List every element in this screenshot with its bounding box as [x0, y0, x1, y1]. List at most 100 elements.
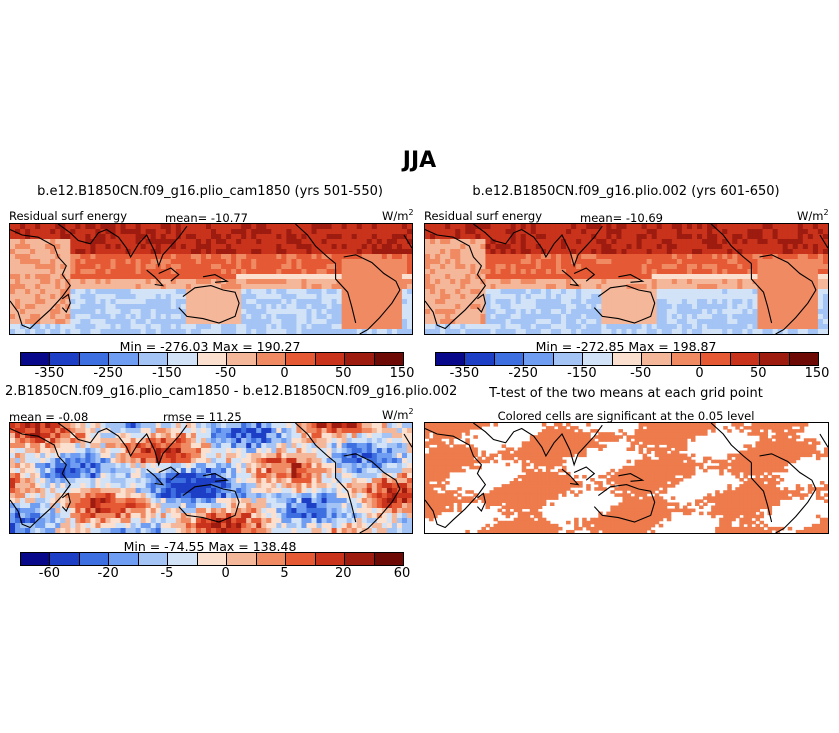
field-cell	[140, 473, 147, 479]
field-cell	[555, 249, 562, 255]
field-cell	[150, 224, 157, 230]
field-cell	[757, 279, 764, 285]
field-cell	[465, 259, 471, 265]
field-cell	[430, 274, 436, 280]
field-cell	[616, 224, 623, 230]
field-cell	[145, 488, 152, 494]
field-cell	[566, 304, 572, 310]
field-cell	[752, 259, 759, 265]
field-cell	[45, 319, 51, 325]
field-cell	[200, 428, 207, 434]
field-cell	[762, 244, 769, 250]
field-cell	[396, 254, 403, 260]
field-cell	[276, 279, 282, 285]
field-cell	[226, 264, 232, 270]
field-cell	[286, 443, 293, 449]
field-cell	[510, 229, 517, 235]
field-cell	[621, 304, 628, 310]
field-cell	[251, 453, 257, 459]
field-cell	[371, 229, 378, 235]
field-cell	[676, 244, 683, 250]
field-cell	[435, 274, 441, 280]
field-cell	[550, 314, 557, 320]
field-cell	[35, 309, 41, 315]
field-cell	[475, 284, 482, 290]
field-cell	[717, 294, 723, 300]
field-cell	[807, 229, 814, 235]
field-cell	[140, 244, 147, 250]
field-cell	[430, 254, 436, 260]
field-cell	[356, 458, 363, 464]
field-cell	[621, 259, 628, 265]
field-cell	[376, 309, 383, 315]
field-cell	[55, 448, 61, 454]
field-cell	[331, 458, 338, 464]
field-cell	[520, 279, 527, 285]
field-cell	[697, 289, 703, 295]
field-cell	[80, 423, 86, 429]
field-cell	[331, 329, 338, 334]
field-cell	[626, 229, 633, 235]
field-cell	[401, 249, 408, 255]
field-cell	[221, 468, 227, 474]
coastline	[202, 274, 229, 283]
field-cell	[646, 234, 653, 240]
field-cell	[455, 249, 461, 255]
field-cell	[50, 468, 56, 474]
field-cell	[155, 324, 162, 330]
field-cell	[737, 289, 743, 295]
field-cell	[797, 244, 804, 250]
field-cell	[35, 438, 41, 444]
field-cell	[406, 314, 412, 320]
field-cell	[336, 289, 343, 295]
field-cell	[386, 284, 393, 290]
field-cell	[732, 259, 738, 265]
field-cell	[485, 264, 492, 270]
field-cell	[85, 299, 92, 305]
field-cell	[190, 428, 197, 434]
field-cell	[195, 463, 202, 469]
field-cell	[366, 319, 373, 325]
field-cell	[50, 319, 56, 325]
field-cell	[540, 314, 547, 320]
colorbar-swatch	[671, 353, 702, 365]
field-cell	[732, 299, 738, 305]
field-cell	[611, 254, 618, 260]
field-cell	[10, 488, 16, 494]
field-cell	[145, 229, 152, 235]
field-cell	[50, 483, 56, 489]
field-cell	[822, 314, 828, 320]
field-cell	[311, 443, 318, 449]
field-cell	[356, 503, 363, 509]
field-cell	[236, 229, 242, 235]
field-cell	[621, 284, 628, 290]
field-cell	[205, 433, 212, 439]
field-cell	[110, 458, 117, 464]
field-cell	[256, 443, 262, 449]
field-cell	[135, 269, 142, 275]
field-cell	[155, 239, 162, 245]
field-cell	[251, 428, 257, 434]
field-cell	[251, 259, 257, 265]
field-cell	[351, 279, 358, 285]
field-cell	[281, 304, 287, 310]
field-cell	[165, 314, 172, 320]
field-cell	[296, 488, 303, 494]
field-cell	[200, 279, 207, 285]
field-cell	[535, 314, 542, 320]
field-cell	[346, 264, 353, 270]
field-cell	[311, 274, 318, 280]
field-cell	[371, 448, 378, 454]
field-cell	[346, 244, 353, 250]
field-cell	[336, 468, 343, 474]
field-cell	[200, 329, 207, 334]
field-cell	[450, 274, 456, 280]
field-cell	[160, 289, 167, 295]
field-cell	[737, 284, 743, 290]
field-cell	[226, 229, 232, 235]
field-cell	[211, 473, 217, 479]
field-cell	[306, 458, 313, 464]
field-cell	[406, 438, 412, 444]
field-cell	[787, 264, 794, 270]
field-cell	[291, 503, 298, 509]
